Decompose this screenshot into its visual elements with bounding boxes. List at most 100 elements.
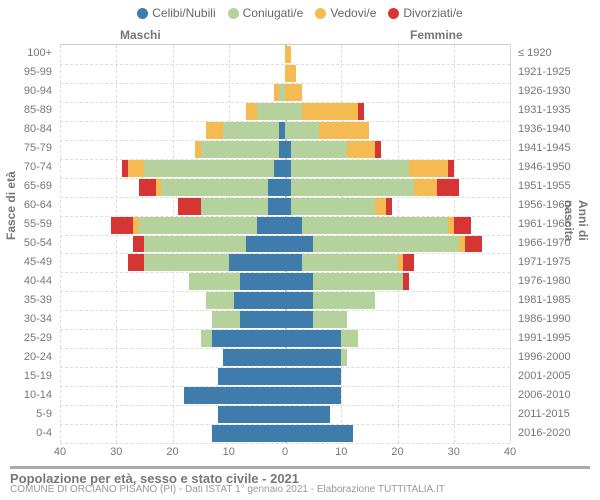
bar-segment-female: [454, 217, 471, 234]
legend-label: Celibi/Nubili: [152, 6, 215, 20]
birth-label: 1991-1995: [518, 333, 594, 344]
bar-segment-male: [246, 103, 257, 120]
bar-segment-male: [257, 103, 285, 120]
age-label: 60-64: [0, 200, 52, 211]
age-label: 15-19: [0, 371, 52, 382]
bar-segment-female: [409, 160, 448, 177]
birth-label: 1941-1945: [518, 143, 594, 154]
birth-label: 2006-2010: [518, 390, 594, 401]
bar-segment-male: [144, 254, 228, 271]
x-tick-label: 30: [448, 446, 460, 458]
bar-segment-male: [184, 387, 285, 404]
bar-segment-male: [212, 330, 285, 347]
age-label: 90-94: [0, 86, 52, 97]
bar-segment-male: [178, 198, 201, 215]
bar-segment-female: [313, 311, 347, 328]
legend-dot: [228, 8, 239, 19]
birth-label: 1966-1970: [518, 238, 594, 249]
bar-segment-female: [302, 103, 358, 120]
bar-segment-male: [268, 179, 285, 196]
age-label: 55-59: [0, 219, 52, 230]
pyramid-row: [60, 216, 510, 235]
bar-segment-male: [218, 406, 286, 423]
pyramid-row: [60, 45, 510, 64]
legend-item: Coniugati/e: [228, 6, 304, 20]
bar-segment-female: [285, 349, 341, 366]
bar-segment-male: [212, 311, 240, 328]
bar-segment-female: [319, 122, 370, 139]
bar-segment-male: [201, 330, 212, 347]
birth-label: ≤ 1920: [518, 48, 594, 59]
birth-label: 1976-1980: [518, 276, 594, 287]
legend-item: Vedovi/e: [315, 6, 376, 20]
legend-label: Vedovi/e: [330, 6, 376, 20]
y-axis-left-labels: 100+95-9990-9485-8980-8475-7970-7465-696…: [0, 44, 56, 442]
bar-segment-female: [341, 349, 347, 366]
bar-segment-female: [313, 236, 459, 253]
pyramid-row: [60, 424, 510, 443]
bar-segment-female: [291, 160, 409, 177]
birth-label: 1936-1940: [518, 124, 594, 135]
bar-segment-male: [139, 217, 257, 234]
bar-segment-female: [285, 311, 313, 328]
birth-label: 2016-2020: [518, 428, 594, 439]
bar-segment-female: [285, 122, 319, 139]
bar-segment-male: [240, 273, 285, 290]
age-label: 70-74: [0, 162, 52, 173]
birth-label: 1921-1925: [518, 67, 594, 78]
bar-segment-male: [229, 254, 285, 271]
x-gridline: [510, 45, 511, 443]
bar-segment-female: [285, 65, 296, 82]
pyramid-row: [60, 310, 510, 329]
bar-segment-female: [313, 292, 375, 309]
bar-segment-male: [122, 160, 128, 177]
bar-segment-female: [285, 368, 341, 385]
pyramid-row: [60, 121, 510, 140]
bar-segment-male: [257, 217, 285, 234]
legend-item: Divorziati/e: [388, 6, 462, 20]
pyramid-row: [60, 291, 510, 310]
bar-segment-male: [218, 368, 286, 385]
pyramid-row: [60, 197, 510, 216]
birth-label: 2001-2005: [518, 371, 594, 382]
bar-segment-female: [285, 236, 313, 253]
bar-segment-female: [291, 141, 347, 158]
bar-segment-male: [212, 425, 285, 442]
pyramid-row: [60, 386, 510, 405]
bar-segment-female: [291, 179, 415, 196]
bar-segment-female: [285, 387, 341, 404]
bar-segment-female: [341, 330, 358, 347]
bar-segment-female: [285, 84, 302, 101]
bar-segment-female: [375, 141, 381, 158]
pyramid-row: [60, 83, 510, 102]
legend: Celibi/Nubili Coniugati/e Vedovi/e Divorzia…: [0, 6, 600, 20]
age-label: 35-39: [0, 295, 52, 306]
footer-subtitle: COMUNE DI ORCIANO PISANO (PI) - Dati IST…: [10, 484, 445, 495]
bar-segment-male: [133, 236, 144, 253]
bar-segment-female: [285, 273, 313, 290]
x-tick-label: 40: [504, 446, 516, 458]
bar-segment-male: [246, 236, 285, 253]
legend-dot: [137, 8, 148, 19]
age-label: 85-89: [0, 105, 52, 116]
pyramid-row: [60, 140, 510, 159]
bar-segment-male: [156, 179, 162, 196]
age-label: 65-69: [0, 181, 52, 192]
pyramid-row: [60, 178, 510, 197]
bar-segment-female: [285, 254, 302, 271]
bar-segment-female: [285, 103, 302, 120]
bar-segment-male: [206, 122, 223, 139]
x-tick-label: 40: [54, 446, 66, 458]
age-label: 5-9: [0, 409, 52, 420]
bar-segment-female: [285, 330, 341, 347]
age-label: 100+: [0, 48, 52, 59]
bar-segment-female: [285, 406, 330, 423]
footer-title: Popolazione per età, sesso e stato civil…: [10, 466, 590, 486]
x-tick-label: 20: [391, 446, 403, 458]
birth-label: 2011-2015: [518, 409, 594, 420]
gender-label-female: Femmine: [410, 28, 463, 42]
age-label: 30-34: [0, 314, 52, 325]
bar-segment-female: [302, 254, 398, 271]
bar-segment-female: [285, 46, 291, 63]
gender-label-male: Maschi: [120, 28, 161, 42]
